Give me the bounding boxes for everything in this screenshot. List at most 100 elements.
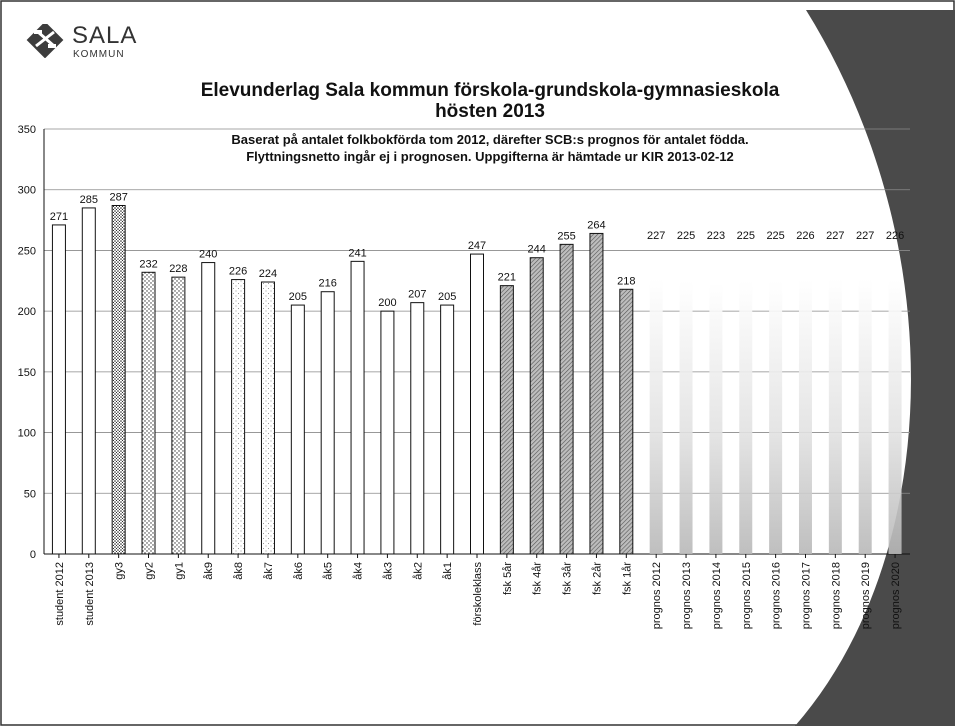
- x-tick-label: prognos 2018: [830, 562, 842, 629]
- data-label: 244: [528, 244, 546, 256]
- x-tick-label: gy1: [173, 562, 185, 580]
- bar: [470, 253, 484, 555]
- bar: [499, 285, 514, 555]
- sala-logo-icon: [26, 24, 64, 58]
- bar: [649, 278, 663, 554]
- x-tick-label: åk1: [442, 562, 454, 580]
- x-tick-label: åk5: [323, 562, 335, 580]
- x-tick-label: prognos 2019: [860, 562, 872, 629]
- x-tick-label: åk3: [382, 562, 394, 580]
- data-label: 271: [50, 211, 68, 223]
- x-tick-label: fsk 3år: [562, 562, 574, 595]
- bar: [111, 205, 126, 555]
- data-label: 241: [348, 247, 366, 259]
- data-label: 224: [259, 268, 277, 280]
- data-label: 285: [80, 194, 98, 206]
- x-tick-label: åk4: [353, 562, 365, 580]
- data-label: 226: [229, 266, 247, 278]
- bar: [410, 302, 425, 555]
- bar: [51, 224, 66, 555]
- y-tick-label: 250: [18, 245, 36, 257]
- data-label: 240: [199, 249, 217, 261]
- y-tick-label: 100: [18, 428, 36, 440]
- x-tick-label: fsk 2år: [591, 562, 603, 595]
- bar: [739, 280, 753, 554]
- x-tick-label: åk2: [412, 562, 424, 580]
- chart-title-line-2: hösten 2013: [435, 101, 545, 122]
- data-label: 200: [378, 297, 396, 309]
- y-tick-label: 200: [18, 306, 36, 318]
- data-label: 226: [886, 230, 904, 242]
- data-label: 232: [139, 258, 157, 270]
- chart-title-line-1: Elevunderlag Sala kommun förskola-grunds…: [200, 80, 780, 101]
- chart-subtitle: Baserat på antalet folkbokförda tom 2012…: [150, 131, 830, 165]
- data-label: 227: [856, 230, 874, 242]
- x-tick-label: gy3: [114, 562, 126, 580]
- bar: [290, 304, 305, 555]
- data-label: 207: [408, 289, 426, 301]
- bar: [141, 271, 156, 555]
- bar: [350, 260, 365, 555]
- bar: [171, 276, 186, 555]
- data-label: 225: [766, 230, 784, 242]
- logo-subtitle: KOMMUN: [73, 49, 125, 60]
- chart-subtitle-line-2: Flyttningsnetto ingår ej i prognosen. Up…: [246, 149, 734, 164]
- y-tick-label: 350: [18, 124, 36, 136]
- data-label: 218: [617, 275, 635, 287]
- bar: [380, 310, 395, 555]
- data-label: 223: [707, 230, 725, 242]
- chart-subtitle-line-1: Baserat på antalet folkbokförda tom 2012…: [231, 132, 749, 147]
- bar: [769, 280, 783, 554]
- bar: [589, 232, 604, 555]
- x-tick-label: prognos 2020: [890, 562, 902, 629]
- bar: [320, 291, 335, 555]
- bar: [201, 262, 216, 555]
- data-label: 216: [319, 278, 337, 290]
- data-label: 227: [647, 230, 665, 242]
- data-label: 205: [289, 291, 307, 303]
- bar: [559, 243, 574, 555]
- data-label: 287: [109, 192, 127, 204]
- y-tick-label: 50: [24, 488, 36, 500]
- data-label: 225: [677, 230, 695, 242]
- data-label: 205: [438, 291, 456, 303]
- data-label: 225: [737, 230, 755, 242]
- x-tick-label: åk9: [203, 562, 215, 580]
- x-tick-label: förskoleklass: [472, 562, 484, 626]
- data-label: 247: [468, 240, 486, 252]
- bar: [828, 278, 842, 554]
- x-tick-label: student 2012: [54, 562, 66, 626]
- bar: [858, 278, 872, 554]
- x-tick-label: fsk 1år: [621, 562, 633, 595]
- data-label: 264: [587, 219, 605, 231]
- x-tick-label: prognos 2015: [741, 562, 753, 629]
- logo-title: SALA: [72, 22, 138, 49]
- bar-chart: 0 50 100 150 200 250 300 350 271 student 2012 285 s…: [18, 124, 910, 629]
- x-tick-label: fsk 4år: [532, 562, 544, 595]
- x-tick-label: prognos 2014: [711, 562, 723, 629]
- x-tick-label: prognos 2013: [681, 562, 693, 629]
- x-tick-label: gy2: [144, 562, 156, 580]
- bar: [798, 279, 812, 554]
- bar: [529, 257, 544, 555]
- x-tick-label: åk8: [233, 562, 245, 580]
- x-tick-label: student 2013: [84, 562, 96, 626]
- data-label: 221: [498, 272, 516, 284]
- x-tick-label: prognos 2016: [771, 562, 783, 629]
- y-tick-label: 0: [30, 549, 36, 561]
- bar: [709, 283, 723, 554]
- x-tick-label: fsk 5år: [502, 562, 514, 595]
- x-tick-label: prognos 2017: [800, 562, 812, 629]
- data-label: 226: [796, 230, 814, 242]
- chart-title: Elevunderlag Sala kommun förskola-grunds…: [150, 80, 830, 122]
- y-tick-label: 300: [18, 185, 36, 197]
- bar: [260, 281, 275, 555]
- bar: [888, 279, 902, 554]
- data-label: 227: [826, 230, 844, 242]
- data-label: 228: [169, 263, 187, 275]
- x-tick-label: åk6: [293, 562, 305, 580]
- x-tick-label: prognos 2012: [651, 562, 663, 629]
- bar: [679, 280, 693, 554]
- x-tick-label: åk7: [263, 562, 275, 580]
